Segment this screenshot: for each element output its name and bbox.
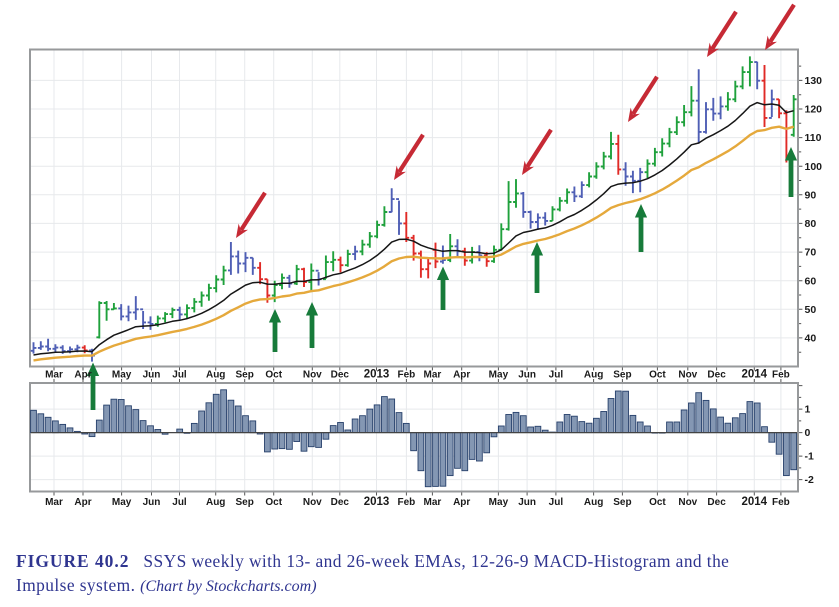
svg-text:May: May: [489, 497, 509, 508]
svg-text:Apr: Apr: [74, 370, 91, 381]
svg-text:Oct: Oct: [265, 497, 282, 508]
svg-text:80: 80: [805, 218, 817, 230]
svg-text:Aug: Aug: [584, 497, 603, 508]
svg-text:Nov: Nov: [678, 370, 697, 381]
svg-text:Aug: Aug: [206, 370, 225, 381]
svg-text:Oct: Oct: [265, 370, 282, 381]
svg-text:2013: 2013: [364, 496, 390, 508]
svg-text:130: 130: [805, 75, 823, 87]
svg-text:Jun: Jun: [518, 497, 536, 508]
svg-text:Feb: Feb: [398, 497, 416, 508]
svg-text:Dec: Dec: [331, 497, 350, 508]
svg-text:Dec: Dec: [707, 370, 726, 381]
svg-text:Mar: Mar: [424, 497, 442, 508]
svg-text:-1: -1: [805, 451, 814, 463]
svg-text:Mar: Mar: [45, 497, 63, 508]
svg-text:Mar: Mar: [424, 370, 442, 381]
svg-text:Jul: Jul: [172, 497, 187, 508]
svg-text:Feb: Feb: [772, 370, 790, 381]
svg-text:Mar: Mar: [45, 370, 63, 381]
svg-text:110: 110: [805, 132, 822, 144]
svg-text:Sep: Sep: [236, 497, 254, 508]
svg-text:Aug: Aug: [584, 370, 603, 381]
svg-text:1: 1: [805, 404, 811, 416]
svg-text:Dec: Dec: [331, 370, 350, 381]
svg-text:Jun: Jun: [143, 370, 161, 381]
svg-text:Feb: Feb: [398, 370, 416, 381]
svg-text:Nov: Nov: [303, 370, 322, 381]
svg-text:60: 60: [805, 275, 817, 287]
svg-text:Jul: Jul: [172, 370, 187, 381]
svg-text:Feb: Feb: [772, 497, 790, 508]
svg-text:Jul: Jul: [549, 497, 564, 508]
svg-text:-2: -2: [805, 474, 814, 486]
svg-text:Apr: Apr: [74, 497, 91, 508]
svg-text:0: 0: [805, 427, 811, 439]
svg-text:Sep: Sep: [613, 370, 631, 381]
svg-text:Nov: Nov: [303, 497, 322, 508]
svg-text:Apr: Apr: [453, 370, 470, 381]
svg-text:2014: 2014: [742, 496, 768, 508]
svg-text:Oct: Oct: [649, 370, 666, 381]
svg-text:Sep: Sep: [236, 370, 254, 381]
svg-text:100: 100: [805, 161, 823, 173]
svg-text:Jun: Jun: [518, 370, 536, 381]
svg-text:Apr: Apr: [453, 497, 470, 508]
svg-text:Aug: Aug: [206, 497, 225, 508]
svg-text:Jul: Jul: [549, 370, 564, 381]
svg-text:Oct: Oct: [649, 497, 666, 508]
svg-text:40: 40: [805, 333, 817, 345]
svg-text:Nov: Nov: [678, 497, 697, 508]
svg-text:2014: 2014: [742, 369, 768, 381]
svg-text:50: 50: [805, 304, 817, 316]
svg-text:Jun: Jun: [143, 497, 161, 508]
svg-text:May: May: [489, 370, 509, 381]
svg-text:120: 120: [805, 104, 823, 116]
svg-text:May: May: [112, 497, 132, 508]
svg-text:Dec: Dec: [707, 497, 726, 508]
svg-text:2013: 2013: [364, 369, 390, 381]
svg-text:Sep: Sep: [613, 497, 631, 508]
svg-text:70: 70: [805, 247, 817, 259]
svg-text:90: 90: [805, 189, 817, 201]
svg-text:May: May: [112, 370, 132, 381]
